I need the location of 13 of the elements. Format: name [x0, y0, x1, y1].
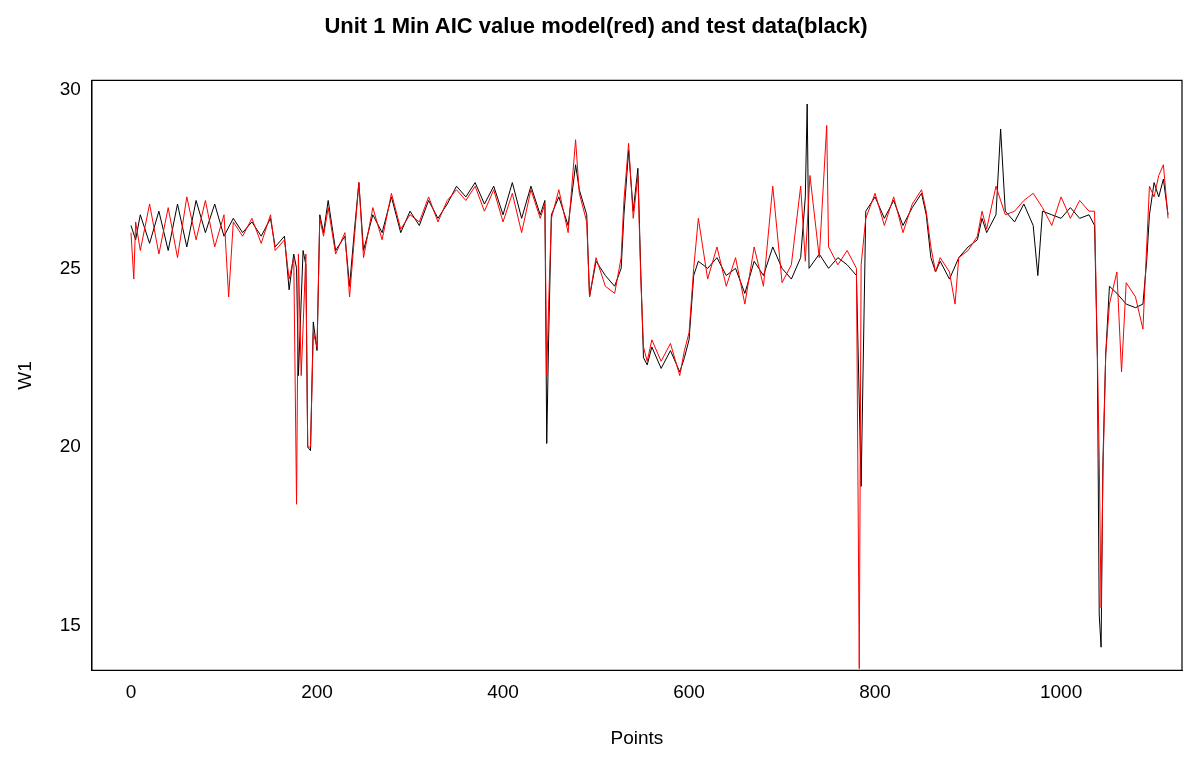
y-axis-title: W1 [13, 361, 35, 390]
x-tick-label: 0 [125, 681, 137, 703]
chart-title: Unit 1 Min AIC value model(red) and test data(black) [324, 13, 868, 39]
x-tick-label: 200 [301, 681, 333, 703]
y-tick-label: 30 [59, 77, 81, 99]
y-tick-label: 25 [59, 256, 81, 278]
x-tick-label: 800 [859, 681, 891, 703]
x-tick-label: 1000 [1039, 681, 1083, 703]
y-tick-label: 20 [59, 435, 81, 457]
x-axis-title: Points [610, 726, 664, 748]
y-tick-label: 15 [59, 613, 81, 635]
x-tick-label: 600 [673, 681, 705, 703]
x-tick-label: 400 [487, 681, 519, 703]
